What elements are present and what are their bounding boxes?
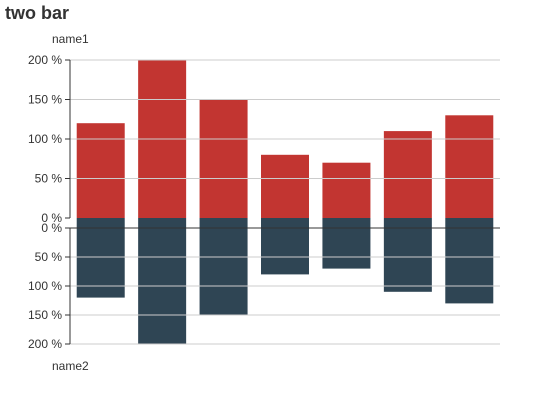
bottom-axis-tick-label: 200 % [28, 337, 62, 351]
top-axis-tick-label: 0 % [41, 211, 62, 225]
bar-name1 [76, 123, 125, 218]
bar-name1 [445, 115, 494, 218]
bar-name1 [383, 131, 432, 218]
top-axis-tick-label: 100 % [28, 132, 62, 146]
bar-name1 [261, 154, 309, 218]
bar-name2 [261, 218, 309, 275]
bottom-axis-tick-label: 50 % [35, 250, 63, 264]
bar-name2 [138, 218, 187, 344]
bar-name1 [199, 99, 248, 218]
top-axis-tick-label: 50 % [35, 172, 63, 186]
top-axis-tick-label: 200 % [28, 53, 62, 67]
bottom-axis-name: name2 [52, 359, 89, 373]
bar-name2 [76, 218, 125, 298]
bar-name2 [199, 218, 248, 315]
bar-name1 [322, 162, 371, 218]
bottom-axis-tick-label: 0 % [41, 221, 62, 235]
top-axis-tick-label: 150 % [28, 93, 62, 107]
bar-name2 [445, 218, 494, 304]
bottom-axis-tick-label: 150 % [28, 308, 62, 322]
top-axis-name: name1 [52, 32, 89, 46]
bar-name2 [322, 218, 371, 269]
bar-name2 [383, 218, 432, 292]
bottom-axis-tick-label: 100 % [28, 279, 62, 293]
chart-title: two bar [5, 3, 70, 23]
